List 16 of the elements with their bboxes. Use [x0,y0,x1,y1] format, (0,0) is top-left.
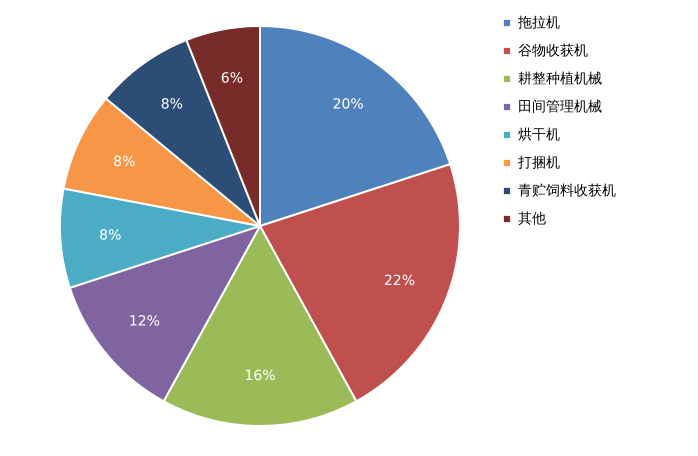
data-label: 12% [128,314,160,330]
legend-label: 打捆机 [517,155,560,171]
legend-label: 田间管理机械 [518,99,602,115]
legend-label: 青贮饲料收获机 [518,183,616,199]
data-label: 16% [244,368,276,384]
legend-label: 其他 [518,211,546,227]
legend-label: 谷物收获机 [518,43,588,59]
data-label: 8% [160,96,183,113]
data-label: 6% [220,70,243,87]
legend-label: 拖拉机 [517,15,560,31]
data-label: 22% [384,273,416,290]
data-label: 8% [113,154,136,170]
legend-label: 烘干机 [518,127,560,143]
data-label: 20% [332,96,364,113]
data-label: 8% [99,227,122,244]
legend-label: 耕整种植机械 [518,71,602,87]
